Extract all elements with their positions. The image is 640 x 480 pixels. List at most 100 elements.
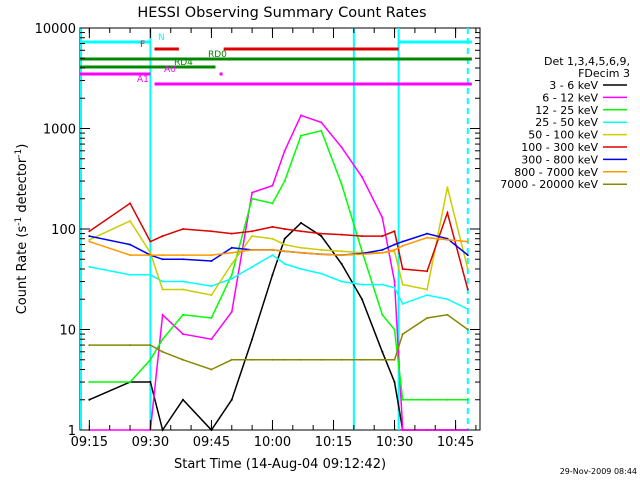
data-point [360,283,363,286]
data-point [149,273,152,276]
data-point [283,243,286,246]
data-point [446,298,449,301]
data-point [161,429,164,431]
data-point [401,302,404,305]
series-line [89,236,468,256]
x-tick-label: 10:30 [376,435,413,450]
data-point [466,240,469,243]
data-point [340,250,343,253]
data-point [271,248,274,251]
data-point [401,267,404,270]
y-tick-label: 100 [51,223,76,238]
y-tick-label: 10 [59,324,76,339]
legend-label: 12 - 25 keV [535,104,598,117]
data-point [299,114,302,117]
data-point [129,254,132,257]
data-point [181,258,184,261]
data-point [426,317,429,320]
flag-label: RD4 [174,58,193,68]
data-point [401,244,404,247]
data-point [161,258,164,261]
data-point [381,251,384,254]
y-axis-label: Count Rate (s-1 detector-1) [14,144,30,315]
data-point [283,228,286,230]
series-line [89,254,469,310]
data-point [393,248,396,251]
data-point [299,251,302,254]
data-point [210,294,213,297]
data-point [320,272,323,275]
y-axis-label-main: Count Rate (s [15,226,30,315]
x-axis: 09:15 09:30 09:45 10:00 10:15 10:30 10:45 [71,28,477,450]
data-point [360,298,363,301]
data-point [129,202,132,205]
data-point [393,381,396,384]
data-point [401,240,404,243]
data-point [466,328,469,331]
data-point [88,265,91,268]
y-axis-label-end: ) [15,144,30,149]
data-point [251,358,254,361]
data-point [230,273,233,276]
data-point [149,251,152,254]
data-point [393,243,396,246]
data-point [381,313,384,316]
data-point [393,328,396,331]
data-point [360,358,363,361]
data-point [129,381,132,384]
data-point [426,429,429,431]
series-line [89,187,469,296]
data-point [426,288,429,291]
data-point [149,240,152,243]
data-point [466,398,469,401]
data-point [426,236,429,239]
data-point [251,338,254,341]
y-axis-label-sup1: -1 [14,217,24,226]
data-point [230,358,233,361]
data-point [149,254,152,257]
x-tick-label: 09:30 [132,435,169,450]
series-line [88,202,469,290]
x-tick-label: 10:15 [315,435,352,450]
data-point [251,197,254,200]
data-point [340,358,343,361]
data-point [426,270,429,273]
data-point [181,358,184,361]
data-point [401,333,404,336]
data-point [466,254,469,257]
data-point [393,250,396,253]
data-point [299,221,302,224]
data-point [161,350,164,353]
data-point [381,350,384,353]
y-tick-label: 1000 [43,123,76,138]
data-point [129,344,132,347]
data-point [393,230,396,233]
data-point [466,307,469,310]
data-point [210,285,213,288]
timestamp: 29-Nov-2009 08:44 [560,467,637,476]
data-point [426,398,429,401]
data-point [271,273,274,276]
data-point [393,358,396,361]
data-point [230,277,233,280]
data-point [381,248,384,251]
data-point [283,262,286,265]
flag-label: A1 [137,75,149,85]
chart-title: HESSI Observing Summary Count Rates [137,5,426,21]
data-point [210,260,213,263]
data-point [161,288,164,291]
data-point [149,358,152,361]
data-point [401,429,404,431]
data-point [129,220,132,223]
data-point [149,381,152,384]
data-point [340,146,343,149]
data-point [446,429,449,431]
data-point [271,184,274,187]
flag-label: F [140,40,145,50]
data-point [283,358,286,361]
data-point [360,250,363,253]
data-point [210,230,213,233]
data-point [161,280,164,283]
